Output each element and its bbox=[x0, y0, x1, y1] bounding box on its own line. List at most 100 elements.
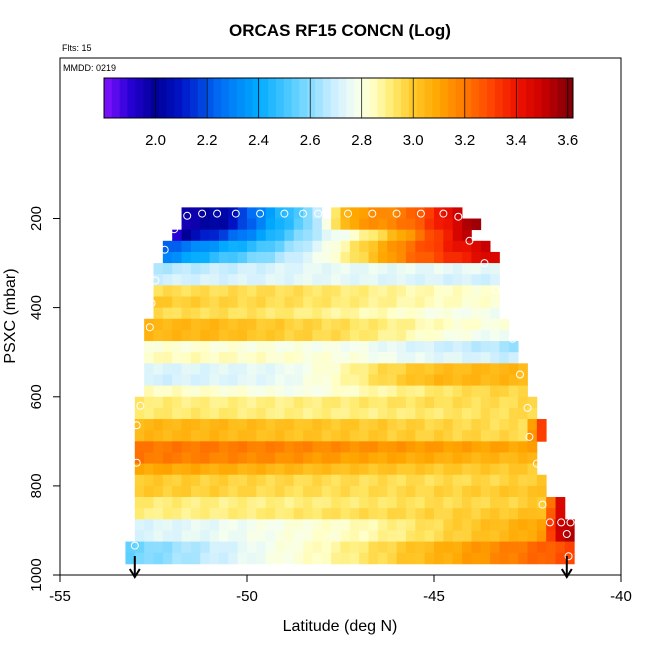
flight-marker bbox=[525, 432, 534, 441]
heatmap-cell bbox=[349, 374, 360, 387]
heatmap-cell bbox=[349, 251, 360, 264]
colorbar-segment bbox=[494, 78, 504, 118]
heatmap-cell bbox=[471, 452, 482, 464]
heatmap-cell bbox=[190, 508, 201, 520]
heatmap-cell bbox=[293, 419, 304, 431]
heatmap-cell bbox=[368, 274, 379, 286]
heatmap-cell bbox=[387, 452, 397, 464]
heatmap-cell bbox=[462, 285, 472, 297]
heatmap-cell bbox=[237, 296, 248, 309]
heatmap-cell bbox=[162, 296, 173, 309]
heatmap-cell bbox=[125, 541, 136, 554]
heatmap-cell bbox=[190, 274, 201, 286]
heatmap-cell bbox=[405, 207, 416, 219]
heatmap-cell bbox=[172, 318, 182, 331]
heatmap-cell bbox=[275, 385, 285, 398]
heatmap-cell bbox=[415, 419, 426, 431]
heatmap-cell bbox=[265, 263, 276, 275]
heatmap-cell bbox=[499, 385, 510, 398]
colorbar-tick-label: 2.6 bbox=[300, 132, 321, 149]
heatmap-cell bbox=[209, 530, 220, 542]
colorbar-segment bbox=[104, 78, 113, 118]
colorbar-ticks: 2.0 2.2 2.4 2.6 2.8 3.0 3.2 3.4 3.6 bbox=[145, 78, 578, 149]
heatmap-cell bbox=[293, 363, 304, 375]
heatmap-cell bbox=[424, 430, 435, 442]
heatmap-cell bbox=[228, 218, 239, 231]
heatmap-cell bbox=[499, 341, 510, 353]
heatmap-cell bbox=[368, 519, 379, 531]
colorbar-tick-label: 2.8 bbox=[351, 132, 372, 149]
heatmap-cell bbox=[340, 508, 351, 520]
colorbar-segment bbox=[416, 78, 425, 118]
heatmap-cell bbox=[228, 240, 239, 253]
heatmap-cell bbox=[462, 263, 472, 275]
heatmap-cell bbox=[200, 419, 210, 431]
heatmap-cell bbox=[284, 352, 295, 364]
heatmap-cell bbox=[471, 407, 482, 420]
heatmap-cell bbox=[181, 363, 192, 375]
heatmap-cell bbox=[564, 552, 575, 565]
heatmap-cell bbox=[144, 374, 154, 387]
heatmap-cell bbox=[480, 508, 491, 520]
heatmap-cell bbox=[284, 385, 295, 398]
heatmap-cell bbox=[480, 497, 491, 509]
heatmap-cell bbox=[536, 508, 547, 520]
heatmap-cell bbox=[200, 463, 210, 476]
heatmap-cell bbox=[162, 485, 173, 498]
heatmap-cell bbox=[172, 519, 182, 531]
heatmap-cell bbox=[377, 318, 388, 331]
heatmap-cell bbox=[293, 307, 304, 320]
heatmap-cell bbox=[349, 341, 360, 353]
heatmap-cell bbox=[293, 229, 304, 242]
flight-marker bbox=[256, 209, 265, 218]
heatmap-cell bbox=[162, 318, 173, 331]
heatmap-cell bbox=[518, 430, 528, 442]
heatmap-cell bbox=[275, 229, 285, 242]
heatmap-cell bbox=[424, 296, 435, 309]
heatmap-cell bbox=[144, 452, 154, 464]
heatmap-cell bbox=[181, 385, 192, 398]
heatmap-cell bbox=[377, 419, 388, 431]
heatmap-cell bbox=[312, 474, 323, 487]
heatmap-cell bbox=[349, 474, 360, 487]
heatmap-cell bbox=[321, 274, 332, 286]
heatmap-cell bbox=[359, 430, 369, 442]
heatmap-cell bbox=[275, 485, 285, 498]
heatmap-cell bbox=[518, 419, 528, 431]
heatmap-cell bbox=[153, 474, 164, 487]
heatmap-cell bbox=[480, 307, 491, 320]
heatmap-cell bbox=[471, 552, 482, 565]
heatmap-cell bbox=[312, 285, 323, 297]
heatmap-cell bbox=[153, 452, 164, 464]
heatmap-cell bbox=[134, 552, 145, 565]
heatmap-cell bbox=[321, 430, 332, 442]
heatmap-cell bbox=[237, 374, 248, 387]
heatmap-cell bbox=[218, 285, 229, 297]
heatmap-cell bbox=[303, 329, 313, 342]
heatmap-cell bbox=[144, 419, 154, 431]
heatmap-cell bbox=[499, 541, 510, 554]
colorbar-segment bbox=[229, 78, 238, 118]
heatmap-cell bbox=[228, 452, 239, 464]
heatmap-cell bbox=[405, 552, 416, 565]
heatmap-cell bbox=[377, 374, 388, 387]
heatmap-cell bbox=[359, 519, 369, 531]
heatmap-cell bbox=[368, 508, 379, 520]
heatmap-cell bbox=[415, 541, 426, 554]
heatmap-cell bbox=[340, 452, 351, 464]
heatmap-cell bbox=[321, 329, 332, 342]
heatmap-cell bbox=[321, 530, 332, 542]
heatmap-cell bbox=[359, 407, 369, 420]
colorbar-tick-label: 3.4 bbox=[506, 132, 527, 149]
heatmap-cell bbox=[181, 474, 192, 487]
heatmap-cell bbox=[349, 452, 360, 464]
heatmap-cell bbox=[134, 485, 145, 498]
heatmap-cell bbox=[340, 407, 351, 420]
heatmap-cell bbox=[377, 430, 388, 442]
heatmap-cell bbox=[396, 497, 407, 509]
heatmap-cell bbox=[490, 452, 500, 464]
heatmap-cell bbox=[209, 541, 220, 554]
heatmap-cell bbox=[218, 363, 229, 375]
heatmap-cell bbox=[443, 508, 454, 520]
heatmap-cell bbox=[452, 218, 463, 231]
